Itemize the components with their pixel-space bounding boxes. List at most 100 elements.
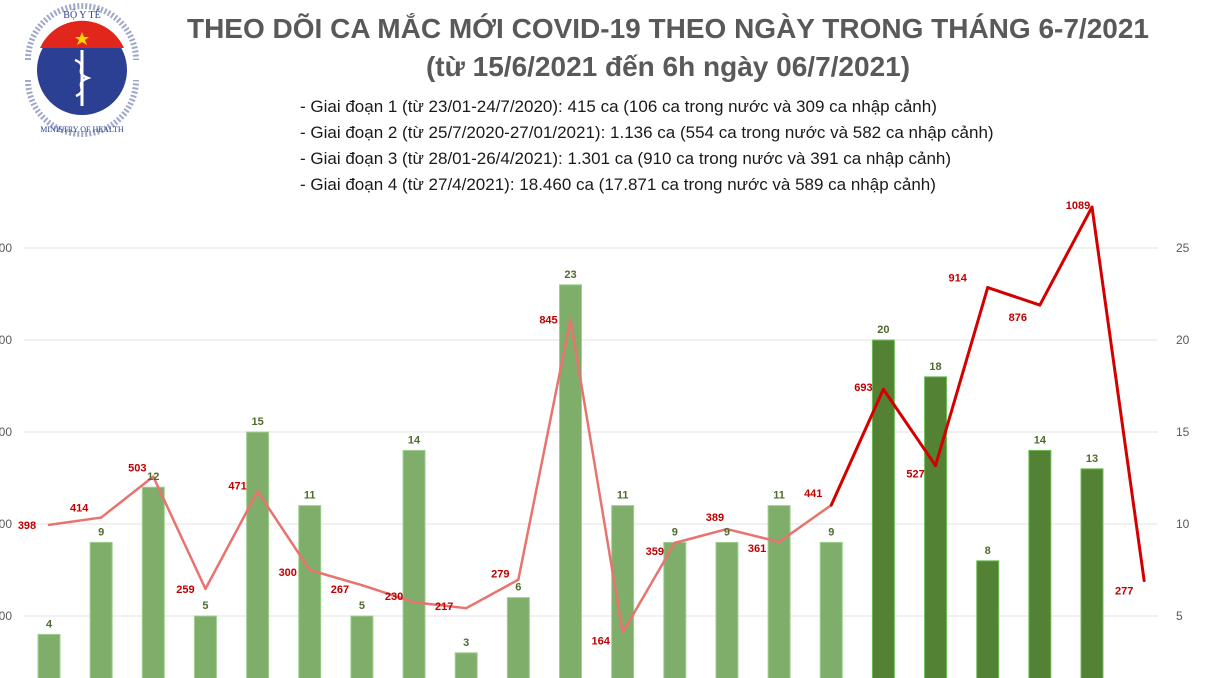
bar	[193, 615, 217, 678]
line-segment	[308, 568, 364, 587]
bar	[402, 449, 426, 678]
bar-value-label: 20	[877, 324, 889, 336]
bar	[89, 541, 113, 678]
bar	[976, 560, 1000, 678]
logo-text-top: BỘ Y TẾ	[63, 8, 100, 21]
line-value-label: 279	[491, 569, 509, 581]
line-segment	[934, 286, 990, 468]
line-segment	[256, 490, 311, 572]
bar-value-label: 23	[564, 269, 576, 281]
line-value-label: 441	[804, 488, 822, 500]
left-tick-label: 1000	[0, 241, 12, 255]
note-line: - Giai đoạn 4 (từ 27/4/2021): 18.460 ca …	[300, 175, 936, 194]
logo: BỘ Y TẾ MINISTRY OF HEALTH	[25, 3, 139, 137]
bar	[1080, 468, 1104, 678]
note-line: - Giai đoạn 1 (từ 23/01-24/7/2020): 415 …	[300, 97, 937, 116]
line-segment	[725, 527, 781, 544]
bar	[715, 541, 739, 678]
line-value-label: 361	[748, 543, 766, 555]
line-segment	[881, 387, 938, 468]
bar-value-label: 13	[1086, 453, 1098, 465]
bar	[506, 597, 530, 678]
bar-value-label: 9	[828, 526, 834, 538]
line-value-label: 300	[279, 567, 297, 579]
line-value-label: 876	[1009, 312, 1027, 324]
line-segment	[99, 475, 155, 519]
bar	[246, 431, 270, 678]
line-segment	[152, 475, 207, 591]
left-tick-label: 200	[0, 609, 12, 623]
line-segment	[777, 503, 833, 544]
bar-value-label: 9	[672, 526, 678, 538]
line-value-label: 693	[854, 382, 872, 394]
bar	[663, 541, 687, 678]
line-segment	[1038, 205, 1094, 307]
bar-value-label: 9	[724, 526, 730, 538]
bar-value-label: 11	[304, 490, 316, 502]
right-tick-label: 5	[1176, 609, 1183, 623]
line-value-label: 164	[591, 636, 610, 648]
line-value-label: 230	[385, 591, 403, 603]
bar	[1028, 449, 1052, 678]
bar	[819, 541, 843, 678]
line-value-label: 414	[70, 503, 89, 515]
bar-value-label: 18	[929, 361, 941, 373]
line-value-label: 398	[18, 520, 36, 532]
right-tick-label: 20	[1176, 333, 1190, 347]
bar-value-label: 5	[359, 600, 365, 612]
line-value-label: 471	[228, 480, 246, 492]
note-line: - Giai đoạn 3 (từ 28/01-26/4/2021): 1.30…	[300, 149, 951, 168]
chart-title: THEO DÕI CA MẮC MỚI COVID-19 THEO NGÀY T…	[187, 13, 1149, 44]
right-tick-label: 15	[1176, 425, 1190, 439]
line-segment	[47, 516, 103, 527]
bar-value-label: 5	[202, 600, 208, 612]
bar-value-label: 3	[463, 637, 469, 649]
bar	[871, 339, 895, 678]
line-segment	[204, 490, 259, 591]
bar	[141, 486, 165, 678]
line-segment	[986, 286, 1042, 307]
bar-value-label: 15	[251, 416, 263, 428]
left-tick-label: 400	[0, 517, 12, 531]
line-segment	[829, 387, 885, 507]
line-segment	[464, 578, 520, 610]
bar	[611, 505, 635, 678]
right-tick-label: 10	[1176, 517, 1190, 531]
bar	[924, 376, 948, 678]
bar-value-label: 14	[408, 434, 421, 446]
line-value-label: 267	[331, 584, 349, 596]
gridlines: 200 400 600 800 1000 5 10 15 20 25	[0, 241, 1190, 623]
bar-value-label: 12	[147, 471, 159, 483]
bar	[37, 633, 61, 678]
bar-value-label: 9	[98, 526, 104, 538]
right-tick-label: 25	[1176, 241, 1190, 255]
bar-value-label: 4	[46, 618, 53, 630]
line-value-label: 845	[539, 314, 557, 326]
chart-subtitle: (từ 15/6/2021 đến 6h ngày 06/7/2021)	[426, 51, 910, 82]
bar	[298, 505, 322, 678]
bar	[559, 284, 582, 678]
data-labels: 4 9 12 5 15 11 5 14 3 6 23 11 9 9 11 9 20 18 8 14 13 398 414 50…	[18, 200, 1134, 649]
line-segment	[673, 527, 729, 545]
line-segment	[569, 318, 624, 634]
bar-value-label: 11	[617, 490, 629, 502]
line-segment	[621, 541, 677, 634]
bar	[350, 615, 374, 678]
bar-value-label: 14	[1034, 434, 1047, 446]
line-value-label: 389	[706, 512, 724, 524]
bar	[767, 505, 791, 678]
line-value-label: 1089	[1066, 200, 1090, 212]
bar-value-label: 8	[985, 545, 991, 557]
line-segment	[360, 583, 416, 604]
line-value-label: 217	[435, 601, 453, 613]
line-segment	[412, 600, 468, 610]
line-segment	[1090, 205, 1146, 583]
left-tick-label: 800	[0, 333, 12, 347]
line-segment	[517, 318, 572, 581]
logo-text-bottom: MINISTRY OF HEALTH	[40, 125, 124, 134]
line-value-label: 503	[128, 463, 146, 475]
note-line: - Giai đoạn 2 (từ 25/7/2020-27/01/2021):…	[300, 123, 994, 142]
line-value-label: 914	[949, 273, 968, 285]
left-tick-label: 600	[0, 425, 12, 439]
